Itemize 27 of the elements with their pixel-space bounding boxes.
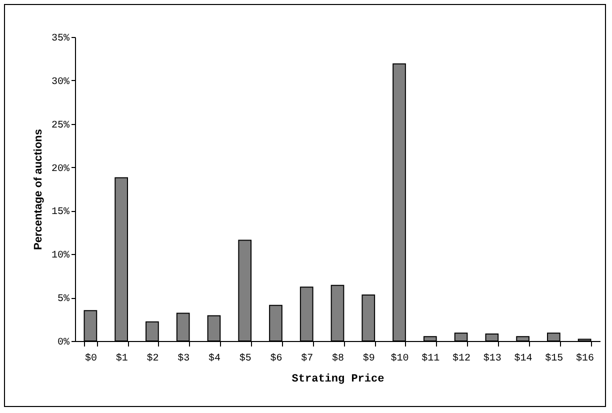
- y-axis-title: Percentage of auctions: [32, 128, 44, 250]
- y-tick-label: 35%: [51, 34, 70, 44]
- x-tick-label: $1: [116, 352, 128, 364]
- x-tick-label: $16: [576, 352, 594, 364]
- x-tick-label: $13: [483, 352, 502, 364]
- x-tick-label: $2: [146, 352, 159, 364]
- x-tick-label: $7: [301, 352, 314, 364]
- y-tick-label: 30%: [51, 76, 70, 88]
- x-tick-label: $15: [545, 352, 564, 364]
- x-tick-label: $11: [422, 352, 440, 364]
- x-tick-label: $3: [178, 352, 190, 364]
- x-tick-label: $0: [84, 352, 97, 364]
- x-tick-label: $6: [270, 352, 282, 364]
- y-tick-label: 20%: [51, 164, 70, 175]
- x-tick-label: $12: [452, 352, 471, 364]
- y-tick-label: 5%: [57, 294, 70, 306]
- y-tick-label: 10%: [51, 250, 70, 262]
- x-tick-label: $5: [239, 352, 252, 364]
- x-tick-label: $4: [208, 352, 220, 364]
- x-tick-label: $9: [362, 352, 375, 364]
- y-tick-label: 0%: [57, 338, 70, 348]
- x-tick-label: $10: [390, 352, 409, 364]
- y-tick-label: 15%: [51, 207, 70, 218]
- x-axis-title: Strating Price: [292, 374, 385, 386]
- x-tick-label: $14: [514, 352, 532, 364]
- y-tick-label: 25%: [51, 120, 70, 132]
- x-tick-label: $8: [332, 352, 344, 364]
